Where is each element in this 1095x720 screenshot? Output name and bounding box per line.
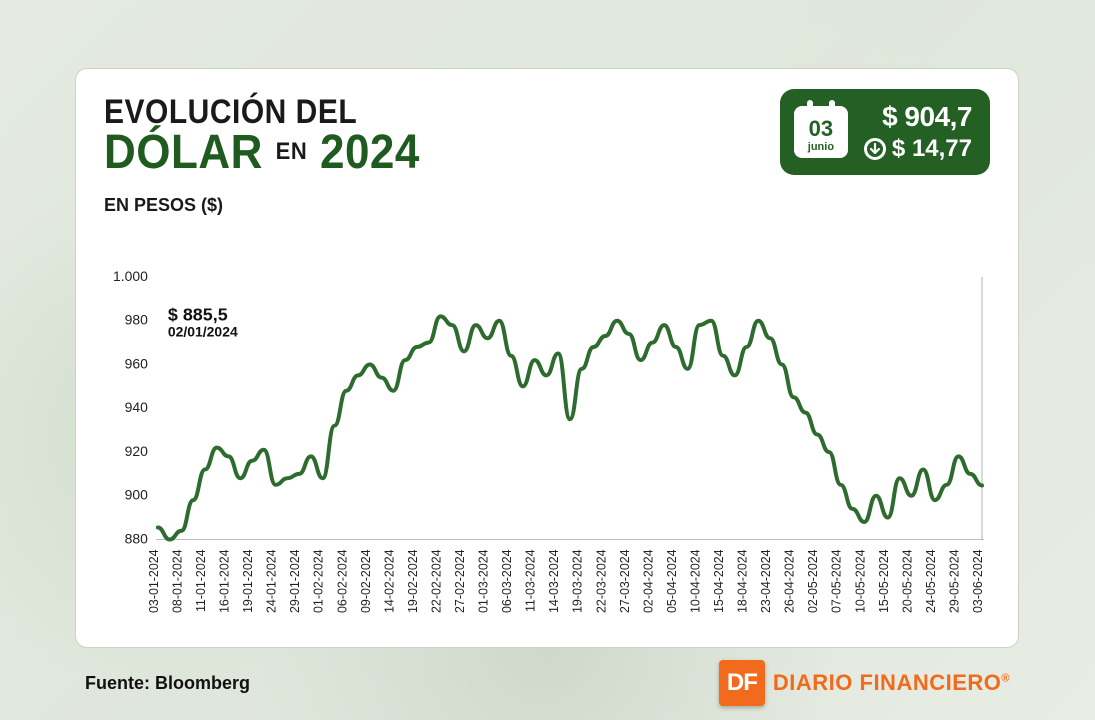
svg-text:26-04-2024: 26-04-2024 xyxy=(783,549,797,613)
svg-text:920: 920 xyxy=(125,443,149,459)
svg-text:19-01-2024: 19-01-2024 xyxy=(241,549,255,613)
svg-text:02/01/2024: 02/01/2024 xyxy=(168,324,238,340)
svg-text:19-02-2024: 19-02-2024 xyxy=(406,549,420,613)
svg-text:29-05-2024: 29-05-2024 xyxy=(947,549,961,613)
title-year: 2024 xyxy=(320,125,420,179)
svg-text:08-01-2024: 08-01-2024 xyxy=(170,549,184,613)
title-strong: DÓLAR xyxy=(104,125,263,179)
svg-text:24-01-2024: 24-01-2024 xyxy=(265,549,279,613)
svg-text:19-03-2024: 19-03-2024 xyxy=(571,549,585,613)
svg-text:900: 900 xyxy=(125,487,149,503)
badge-change: $ 14,77 xyxy=(864,135,972,163)
svg-text:14-02-2024: 14-02-2024 xyxy=(382,549,396,613)
svg-text:06-02-2024: 06-02-2024 xyxy=(335,549,349,613)
svg-text:07-05-2024: 07-05-2024 xyxy=(830,549,844,613)
svg-text:05-04-2024: 05-04-2024 xyxy=(665,549,679,613)
svg-text:880: 880 xyxy=(125,531,149,547)
svg-text:10-05-2024: 10-05-2024 xyxy=(853,549,867,613)
svg-text:27-02-2024: 27-02-2024 xyxy=(453,549,467,613)
logo-initials: DF xyxy=(719,660,765,706)
svg-text:1.000: 1.000 xyxy=(113,268,148,284)
svg-text:22-03-2024: 22-03-2024 xyxy=(594,549,608,613)
badge-price: $ 904,7 xyxy=(864,101,972,133)
svg-text:15-05-2024: 15-05-2024 xyxy=(877,549,891,613)
svg-text:06-03-2024: 06-03-2024 xyxy=(500,549,514,613)
title-mid: EN xyxy=(276,137,308,165)
svg-text:18-04-2024: 18-04-2024 xyxy=(736,549,750,613)
svg-text:11-01-2024: 11-01-2024 xyxy=(194,549,208,612)
svg-text:02-05-2024: 02-05-2024 xyxy=(806,549,820,613)
chart-subtitle: EN PESOS ($) xyxy=(104,195,990,216)
svg-text:10-04-2024: 10-04-2024 xyxy=(688,549,702,613)
chart-zone: 880 900 920 940 960 980 1.000 $ 885,502/01/2024… xyxy=(104,267,990,631)
svg-text:01-03-2024: 01-03-2024 xyxy=(477,549,491,613)
svg-text:11-03-2024: 11-03-2024 xyxy=(524,549,538,612)
svg-text:980: 980 xyxy=(125,312,149,328)
svg-text:20-05-2024: 20-05-2024 xyxy=(900,549,914,613)
svg-text:940: 940 xyxy=(125,399,149,415)
svg-text:24-05-2024: 24-05-2024 xyxy=(924,549,938,613)
svg-text:27-03-2024: 27-03-2024 xyxy=(618,549,632,613)
svg-text:03-01-2024: 03-01-2024 xyxy=(147,549,161,613)
chart-card: EVOLUCIÓN DEL DÓLAR EN 2024 EN PESOS ($)… xyxy=(75,68,1019,648)
svg-text:960: 960 xyxy=(125,355,149,371)
svg-text:16-01-2024: 16-01-2024 xyxy=(218,549,232,613)
source-label: Fuente: Bloomberg xyxy=(85,673,250,694)
svg-text:29-01-2024: 29-01-2024 xyxy=(288,549,302,613)
badge-day: 03 xyxy=(809,118,833,140)
logo-text: DIARIO FINANCIERO® xyxy=(773,670,1010,696)
current-value-badge: 03 junio $ 904,7 $ 14,77 xyxy=(780,89,990,175)
badge-change-value: $ 14,77 xyxy=(892,135,972,163)
svg-text:01-02-2024: 01-02-2024 xyxy=(312,549,326,613)
svg-text:14-03-2024: 14-03-2024 xyxy=(547,549,561,613)
line-chart: 880 900 920 940 960 980 1.000 $ 885,502/01/2024… xyxy=(104,267,990,631)
svg-text:22-02-2024: 22-02-2024 xyxy=(429,549,443,613)
badge-month: junio xyxy=(808,142,834,153)
footer: Fuente: Bloomberg DF DIARIO FINANCIERO® xyxy=(85,660,1010,706)
svg-text:09-02-2024: 09-02-2024 xyxy=(359,549,373,613)
svg-text:23-04-2024: 23-04-2024 xyxy=(759,549,773,613)
svg-text:02-04-2024: 02-04-2024 xyxy=(641,549,655,613)
registered-icon: ® xyxy=(1001,673,1010,685)
svg-text:03-06-2024: 03-06-2024 xyxy=(971,549,985,613)
arrow-down-icon xyxy=(864,138,886,160)
badge-values: $ 904,7 $ 14,77 xyxy=(864,101,972,163)
svg-text:15-04-2024: 15-04-2024 xyxy=(712,549,726,613)
publisher-logo: DF DIARIO FINANCIERO® xyxy=(719,660,1010,706)
calendar-icon: 03 junio xyxy=(794,106,848,158)
svg-text:$ 885,5: $ 885,5 xyxy=(168,305,228,325)
